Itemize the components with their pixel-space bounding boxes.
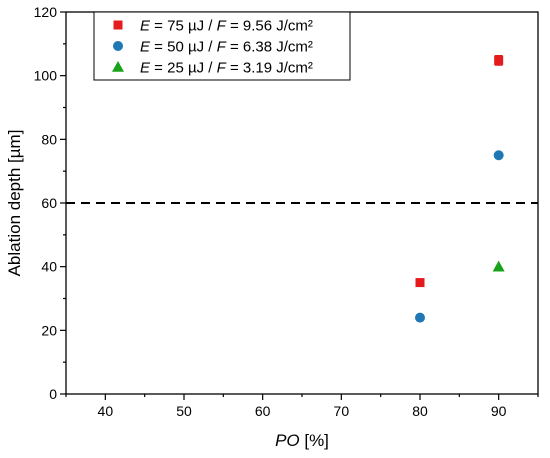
y-tick-label: 40 [41, 259, 57, 275]
legend-symbol: E [140, 60, 151, 77]
x-axis-title-italic: PO [275, 431, 300, 450]
data-point-square [494, 55, 504, 65]
data-point-triangle [492, 260, 505, 272]
legend-marker-square [113, 20, 123, 30]
data-point-square [415, 278, 425, 288]
y-tick-label: 20 [41, 322, 57, 338]
legend-label: E = 50 µJ / F = 6.38 J/cm² [140, 39, 313, 56]
x-tick-label: 80 [412, 403, 428, 419]
legend-symbol: E [140, 39, 151, 56]
x-tick-label: 70 [334, 403, 350, 419]
legend-label: E = 25 µJ / F = 3.19 J/cm² [140, 60, 313, 77]
legend-symbol: F [217, 18, 227, 35]
x-tick-label: 60 [255, 403, 271, 419]
y-axis-title: Ablation depth [µm] [5, 130, 24, 277]
x-axis-title: PO [%] [275, 431, 329, 450]
legend-value: = 3.19 J/cm² [226, 60, 313, 77]
legend-value: = 75 µJ / [150, 18, 217, 35]
legend-symbol: F [217, 39, 227, 56]
legend-value: = 50 µJ / [150, 39, 217, 56]
x-tick-label: 50 [176, 403, 192, 419]
x-axis-title-unit: [%] [300, 431, 329, 450]
legend-value: = 9.56 J/cm² [226, 18, 313, 35]
x-tick-label: 40 [98, 403, 114, 419]
legend-box [93, 11, 351, 81]
legend-value: = 25 µJ / [150, 60, 217, 77]
legend-marker-triangle [112, 61, 124, 72]
legend-value: = 6.38 J/cm² [226, 39, 313, 56]
legend-symbol: E [140, 18, 151, 35]
marks-layer [415, 55, 505, 323]
y-tick-label: 0 [49, 386, 57, 402]
data-point-circle [493, 150, 504, 161]
y-tick-label: 80 [41, 131, 57, 147]
legend-items: E = 75 µJ / F = 9.56 J/cm² E = 50 µJ / F … [112, 18, 313, 77]
y-tick-label: 120 [34, 4, 58, 20]
y-tick-label: 100 [34, 68, 58, 84]
x-tick-label: 90 [491, 403, 507, 419]
data-point-circle [415, 312, 425, 323]
ticks-layer: 40 50 60 70 80 90 0 20 40 60 80 100 120 [34, 4, 539, 419]
legend-label: E = 75 µJ / F = 9.56 J/cm² [140, 18, 313, 35]
legend-marker-circle [113, 41, 123, 51]
y-tick-label: 60 [41, 195, 57, 211]
legend-symbol: F [217, 60, 227, 77]
legend: E = 75 µJ / F = 9.56 J/cm² E = 50 µJ / F … [93, 11, 351, 81]
